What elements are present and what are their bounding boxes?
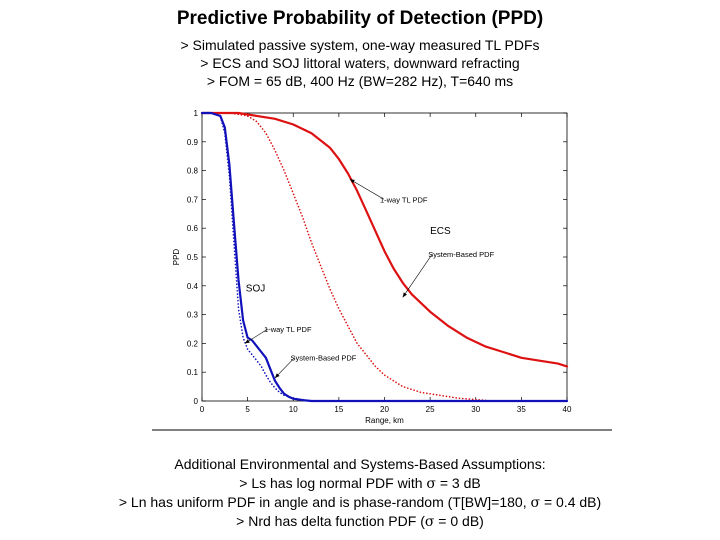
annotation-label: System-Based PDF [428, 250, 494, 259]
x-tick-label: 15 [334, 405, 343, 414]
annotation-label: System-Based PDF [291, 354, 357, 363]
subtitle-line-3: > FOM = 65 dB, 400 Hz (BW=282 Hz), T=640… [206, 73, 514, 89]
figure-background [186, 108, 582, 426]
x-tick-label: 5 [245, 405, 250, 414]
series-line-3 [201, 112, 568, 402]
assumptions-heading: Additional Environmental and Systems-Bas… [174, 456, 546, 472]
series-layer [200, 111, 569, 403]
x-tick-label: 35 [517, 405, 526, 414]
assumption-line-1-post: = 3 dB [435, 475, 481, 491]
y-tick-label: 0.2 [187, 339, 199, 348]
assumption-line-2: > Ln has uniform PDF in angle and is pha… [0, 494, 720, 511]
y-tick-label: 0.1 [187, 368, 199, 377]
assumption-line-2-pre: > Ln has uniform PDF in angle and is pha… [118, 494, 531, 510]
assumption-line-2-post: = 0.4 dB) [540, 494, 602, 510]
annotation-label: 1-way TL PDF [380, 195, 428, 204]
annotation-arrowhead [402, 292, 407, 298]
y-tick-label: 0 [194, 397, 199, 406]
series-line-1 [201, 112, 568, 402]
y-tick-label: 1 [194, 109, 199, 118]
sigma-symbol: σ [530, 495, 541, 511]
axes-layer: 0 5 10 15 20 25 30 35 40 0 0.1 0.2 0.3 0.4 0.5 0.6 0.7 0.… [172, 109, 572, 425]
sigma-symbol: σ [426, 476, 436, 492]
ppd-chart: 0 5 10 15 20 25 30 35 40 0 0.1 0.2 0.3 0.4 0.5 0.6 0.7 0.… [152, 108, 612, 431]
y-tick-label: 0.7 [187, 195, 199, 204]
x-tick-label: 40 [563, 405, 572, 414]
series-line-0 [200, 111, 569, 368]
assumption-line-3: > Nrd has delta function PDF (σ = 0 dB) [0, 513, 720, 530]
x-tick-label: 30 [471, 405, 480, 414]
subtitle-line-2: > ECS and SOJ littoral waters, downward … [200, 55, 520, 71]
y-axis-label: PPD [172, 249, 181, 266]
x-tick-label: 20 [380, 405, 389, 414]
annotation-arrowhead [244, 339, 250, 344]
annotation-label: 1-way TL PDF [264, 325, 312, 334]
x-tick-label: 10 [289, 405, 298, 414]
annotation-arrowhead [349, 179, 355, 184]
x-tick-label: 0 [200, 405, 205, 414]
sigma-symbol: σ [424, 514, 435, 530]
subtitle-line-1: > Simulated passive system, one-way meas… [180, 37, 540, 53]
y-tick-label: 0.4 [187, 282, 199, 291]
y-tick-label: 0.3 [187, 311, 199, 320]
annotation-arrow [402, 253, 433, 298]
assumption-line-1-pre: > Ls has log normal PDF with [239, 475, 427, 491]
y-tick-label: 0.6 [187, 224, 199, 233]
y-tick-label: 0.5 [187, 253, 199, 262]
assumption-line-1: > Ls has log normal PDF with σ = 3 dB [0, 475, 720, 492]
assumption-line-3-pre: > Nrd has delta function PDF ( [236, 513, 425, 529]
assumption-line-3-post: = 0 dB) [434, 513, 484, 529]
x-axis-label: Range, km [365, 416, 404, 425]
y-tick-label: 0.9 [187, 138, 199, 147]
page-title: Predictive Probability of Detection (PPD… [176, 8, 544, 29]
annotation-arrowhead [275, 373, 280, 378]
annotation-arrow [274, 357, 295, 379]
annotation-label: ECS [430, 226, 451, 237]
annotation-label: SOJ [246, 284, 265, 295]
annotation-arrow [349, 178, 385, 200]
annotation-layer: 1-way TL PDF ECS System-Based PDF SOJ 1-way … [244, 178, 495, 379]
y-tick-label: 0.8 [187, 167, 199, 176]
x-tick-label: 25 [426, 405, 435, 414]
